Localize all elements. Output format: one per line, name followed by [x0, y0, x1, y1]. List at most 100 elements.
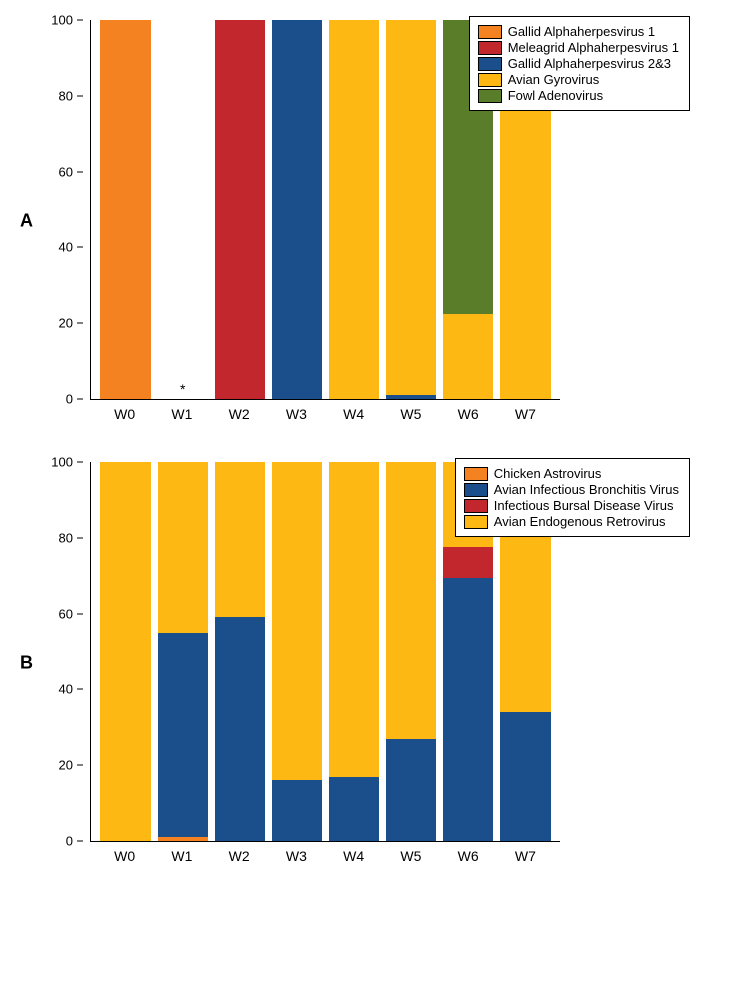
legend-item: Infectious Bursal Disease Virus [464, 498, 679, 513]
legend: Chicken AstrovirusAvian Infectious Bronc… [455, 458, 690, 537]
chart-area: Relative Abundance020406080100*Gallid Al… [90, 20, 560, 422]
stacked-bar [100, 20, 150, 399]
legend-swatch [478, 41, 502, 55]
y-tick-label: 0 [49, 834, 73, 849]
stacked-bar [272, 462, 322, 841]
legend-item: Gallid Alphaherpesvirus 2&3 [478, 56, 679, 71]
bar-segment [386, 739, 436, 841]
x-tick-label: W5 [382, 848, 439, 864]
y-tick: 0 [49, 392, 83, 407]
legend-item: Avian Endogenous Retrovirus [464, 514, 679, 529]
stacked-bar [158, 462, 208, 841]
bar-segment [443, 314, 493, 399]
y-tick: 60 [49, 164, 83, 179]
legend-swatch [464, 483, 488, 497]
legend-label: Avian Endogenous Retrovirus [494, 514, 666, 529]
bar-segment [443, 547, 493, 577]
bar-slot [211, 462, 268, 841]
bar-segment [272, 20, 322, 399]
x-tick-label: W1 [153, 848, 210, 864]
x-tick-label: W4 [325, 848, 382, 864]
y-tick-label: 100 [49, 13, 73, 28]
legend-item: Avian Infectious Bronchitis Virus [464, 482, 679, 497]
bar-segment [443, 578, 493, 841]
x-labels: W0W1W2W3W4W5W6W7 [90, 406, 560, 422]
legend-item: Chicken Astrovirus [464, 466, 679, 481]
legend-item: Meleagrid Alphaherpesvirus 1 [478, 40, 679, 55]
x-tick-label: W4 [325, 406, 382, 422]
bar-slot [154, 462, 211, 841]
chart-container: Relative Abundance020406080100*Gallid Al… [90, 20, 710, 422]
bar-slot [268, 20, 325, 399]
bar-segment [386, 20, 436, 395]
legend-label: Avian Infectious Bronchitis Virus [494, 482, 679, 497]
x-tick-label: W7 [497, 848, 554, 864]
y-tick-mark [77, 462, 83, 463]
bar-slot [383, 462, 440, 841]
legend: Gallid Alphaherpesvirus 1Meleagrid Alpha… [469, 16, 690, 111]
y-tick-mark [77, 171, 83, 172]
bar-segment [158, 633, 208, 838]
x-tick-label: W3 [268, 406, 325, 422]
bar-segment [500, 77, 550, 399]
panel-label: A [20, 211, 33, 232]
bar-segment [272, 462, 322, 780]
stacked-bar [386, 20, 436, 399]
legend-item: Gallid Alphaherpesvirus 1 [478, 24, 679, 39]
bar-slot [326, 462, 383, 841]
bar-segment [500, 712, 550, 841]
y-tick: 20 [49, 758, 83, 773]
bar-segment [215, 462, 265, 617]
panel-a: A Relative Abundance020406080100*Gallid A… [20, 20, 710, 422]
x-tick-label: W0 [96, 406, 153, 422]
y-tick-label: 40 [49, 682, 73, 697]
figure: A Relative Abundance020406080100*Gallid A… [20, 20, 710, 864]
x-tick-label: W3 [268, 848, 325, 864]
legend-label: Fowl Adenovirus [508, 88, 603, 103]
legend-swatch [464, 499, 488, 513]
legend-swatch [464, 467, 488, 481]
legend-label: Avian Gyrovirus [508, 72, 600, 87]
y-tick: 100 [49, 13, 83, 28]
legend-item: Avian Gyrovirus [478, 72, 679, 87]
y-tick-label: 40 [49, 240, 73, 255]
bar-segment [158, 837, 208, 841]
bar-slot [97, 20, 154, 399]
y-tick: 100 [49, 455, 83, 470]
stacked-bar [272, 20, 322, 399]
y-tick-label: 0 [49, 392, 73, 407]
x-tick-label: W1 [153, 406, 210, 422]
y-tick: 40 [49, 682, 83, 697]
legend-label: Gallid Alphaherpesvirus 1 [508, 24, 655, 39]
y-tick-mark [77, 247, 83, 248]
bar-slot [383, 20, 440, 399]
chart-area: Relative Abundance020406080100Chicken As… [90, 462, 560, 864]
y-tick-mark [77, 95, 83, 96]
stacked-bar [329, 20, 379, 399]
x-tick-label: W2 [211, 848, 268, 864]
y-tick-mark [77, 323, 83, 324]
x-tick-label: W2 [211, 406, 268, 422]
y-tick-label: 20 [49, 316, 73, 331]
y-tick: 20 [49, 316, 83, 331]
bar-segment [386, 395, 436, 399]
bar-segment [100, 462, 150, 841]
y-tick-label: 60 [49, 606, 73, 621]
legend-label: Infectious Bursal Disease Virus [494, 498, 674, 513]
bar-segment [272, 780, 322, 841]
stacked-bar [100, 462, 150, 841]
bar-segment [158, 462, 208, 633]
chart-container: Relative Abundance020406080100Chicken As… [90, 462, 710, 864]
y-tick-mark [77, 537, 83, 538]
x-tick-label: W7 [497, 406, 554, 422]
legend-label: Meleagrid Alphaherpesvirus 1 [508, 40, 679, 55]
bar-segment [329, 777, 379, 841]
legend-swatch [478, 57, 502, 71]
panel-b: BRelative Abundance020406080100Chicken A… [20, 462, 710, 864]
x-tick-label: W5 [382, 406, 439, 422]
y-tick-mark [77, 765, 83, 766]
y-tick: 80 [49, 530, 83, 545]
legend-swatch [478, 73, 502, 87]
bar-segment [329, 462, 379, 777]
bar-slot [97, 462, 154, 841]
